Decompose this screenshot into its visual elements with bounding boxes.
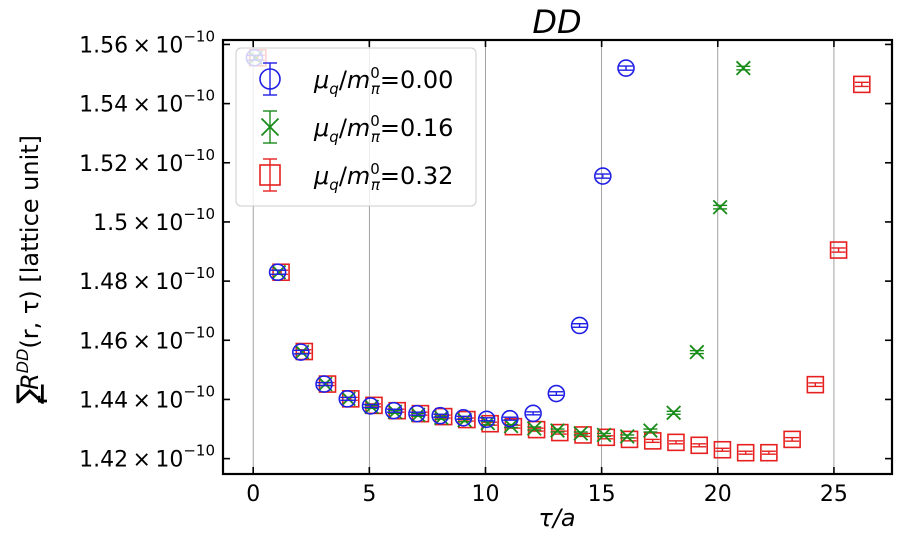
data-point xyxy=(617,59,635,77)
data-point xyxy=(573,426,589,441)
data-point xyxy=(480,415,496,431)
axis-ticks: 0 5 10 15 20 25 1.42 × 10−10 1.44 × 10−10 1.46 ×… xyxy=(79,27,892,507)
x-axis-title: τ/a xyxy=(538,504,575,532)
legend-item: μq/m0 π=0.32 xyxy=(259,158,453,194)
y-axis-args: (r, τ) [lattice unit] xyxy=(16,135,44,349)
x-tick-label: 25 xyxy=(820,482,848,507)
data-point xyxy=(361,397,380,415)
legend-label: μq/m0 π=0.00 xyxy=(313,64,453,98)
legend-label: μq/m0 π=0.16 xyxy=(313,112,453,146)
x-tick-label: 15 xyxy=(588,482,616,507)
legend-item: μq/m0 π=0.00 xyxy=(259,62,453,98)
data-point xyxy=(315,375,333,393)
data-point xyxy=(338,390,357,408)
data-point xyxy=(268,263,287,282)
y-tick-label: 1.52 × 10−10 xyxy=(79,146,215,177)
y-axis-superscript: DD xyxy=(13,349,32,374)
y-tick-label: 1.5 × 10−10 xyxy=(93,205,215,236)
data-point xyxy=(524,404,542,423)
x-tick-label: 10 xyxy=(471,482,499,507)
data-point xyxy=(259,164,281,186)
data-point xyxy=(570,316,589,335)
y-tick-label: 1.56 × 10−10 xyxy=(79,27,215,58)
data-point xyxy=(690,436,708,455)
y-axis-R: R xyxy=(16,373,44,390)
data-point xyxy=(260,117,280,137)
legend-label: μq/m0 π=0.32 xyxy=(313,160,453,194)
data-point xyxy=(596,427,612,443)
y-axis-sum-symbol: ∑ xyxy=(11,384,46,404)
y-tick-label: 1.46 × 10−10 xyxy=(79,323,215,354)
data-point xyxy=(481,414,499,433)
data-point xyxy=(853,75,871,94)
data-point xyxy=(526,421,542,436)
x-tick-label: 20 xyxy=(704,482,732,507)
legend-box xyxy=(235,47,477,207)
data-point xyxy=(408,404,426,423)
data-point xyxy=(712,199,728,215)
svg-text:∑rRDD(r, τ) [lattice unit]: ∑rRDD(r, τ) [lattice unit] xyxy=(11,135,51,404)
data-point xyxy=(477,410,496,429)
data-point xyxy=(504,417,523,436)
data-point xyxy=(292,343,310,361)
plot-area-frame xyxy=(221,38,894,476)
data-point xyxy=(806,375,825,394)
data-point xyxy=(735,60,751,76)
data-point xyxy=(736,443,755,462)
y-tick-label: 1.44 × 10−10 xyxy=(79,382,215,413)
data-point xyxy=(829,241,848,259)
chart-title: DD xyxy=(532,3,581,41)
data-point xyxy=(667,433,685,452)
data-point xyxy=(619,428,635,444)
data-point xyxy=(597,428,616,447)
y-tick-label: 1.54 × 10−10 xyxy=(79,87,215,118)
y-axis-sum-subscript: r xyxy=(32,396,51,404)
data-point xyxy=(454,408,473,427)
x-tick-label: 0 xyxy=(246,482,260,507)
legend: μq/m0 π=0.00 μq/m0 π=0.16 μq/m0 π=0.32 xyxy=(235,47,477,207)
data-point xyxy=(384,401,403,420)
y-tick-label: 1.42 × 10−10 xyxy=(79,442,215,473)
data-point xyxy=(550,423,565,438)
data-point xyxy=(689,344,705,360)
data-point xyxy=(666,405,682,421)
data-point xyxy=(620,430,639,449)
data-point xyxy=(593,167,612,185)
data-point xyxy=(431,406,449,425)
data-point xyxy=(259,68,281,90)
y-axis-title: ∑rRDD(r, τ) [lattice unit] xyxy=(11,135,51,404)
data-point xyxy=(547,384,566,403)
legend-item: μq/m0 π=0.16 xyxy=(260,110,453,146)
data-point xyxy=(642,423,658,438)
data-point xyxy=(760,443,778,462)
data-point xyxy=(713,440,732,459)
x-tick-label: 5 xyxy=(362,482,376,507)
y-tick-label: 1.48 × 10−10 xyxy=(79,264,215,295)
data-point xyxy=(783,430,801,449)
data-point xyxy=(501,409,519,428)
series-circle xyxy=(245,48,635,429)
